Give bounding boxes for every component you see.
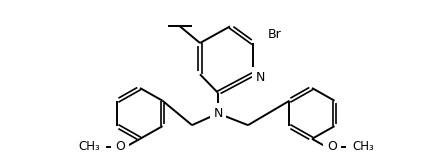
Text: N: N (255, 71, 265, 84)
Text: O: O (115, 140, 125, 153)
Text: Br: Br (268, 28, 282, 41)
Text: CH₃: CH₃ (352, 140, 374, 153)
Text: CH₃: CH₃ (78, 140, 100, 153)
Text: N: N (213, 107, 223, 120)
Text: O: O (327, 140, 337, 153)
